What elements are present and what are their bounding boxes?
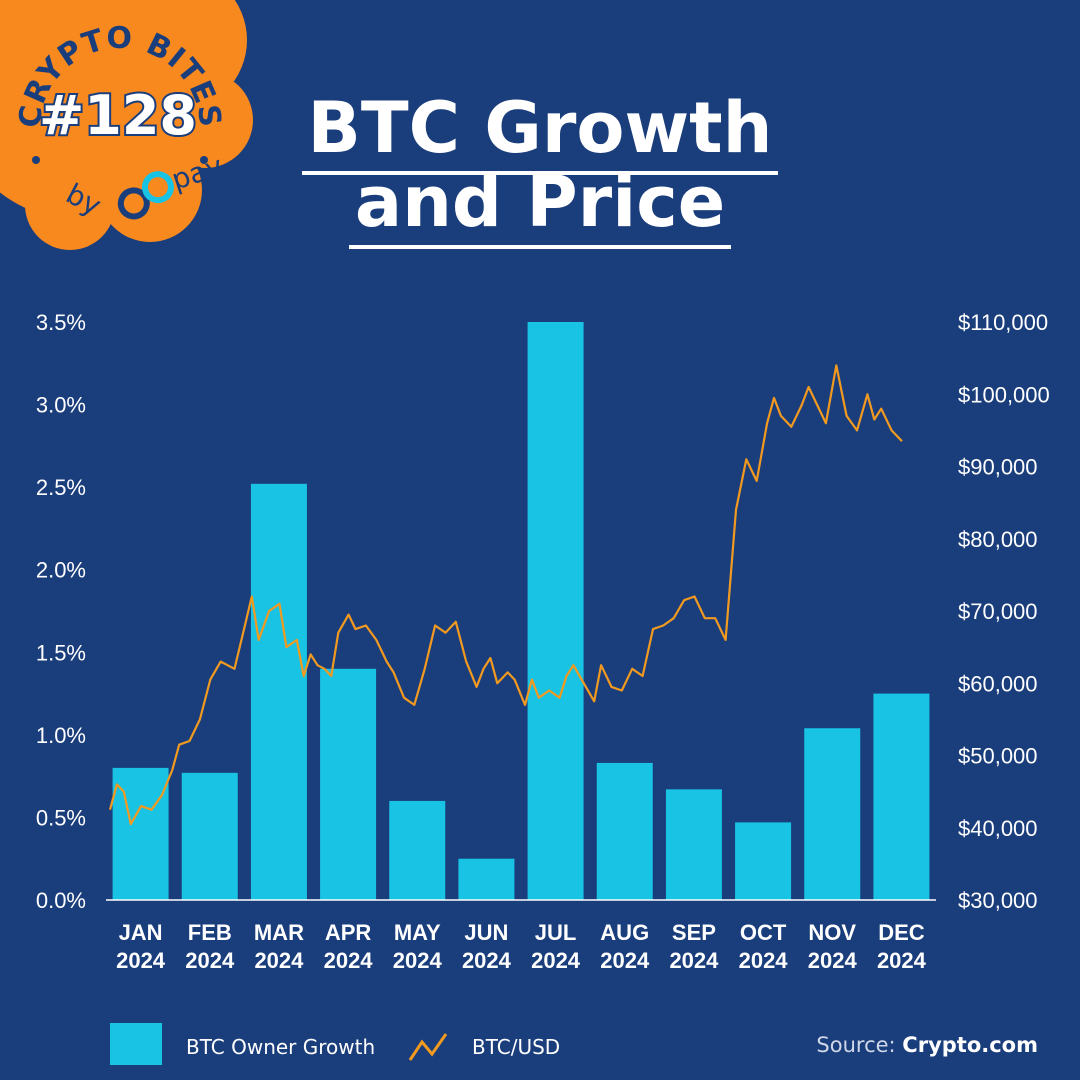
x-tick-label: OCT <box>740 920 787 945</box>
y-left-tick-label: 3.0% <box>36 393 86 418</box>
crypto-bites-badge: CRYPTO BITES #128 by pay <box>0 0 253 250</box>
x-tick-label: 2024 <box>877 948 927 973</box>
y-right-tick-label: $50,000 <box>958 744 1038 769</box>
x-tick-label: 2024 <box>669 948 719 973</box>
x-tick-label: 2024 <box>324 948 374 973</box>
legend-line-icon <box>408 1033 448 1061</box>
y-left-tick-label: 2.0% <box>36 558 86 583</box>
x-tick-label: 2024 <box>600 948 650 973</box>
bar-10 <box>804 728 861 900</box>
x-tick-label: 2024 <box>531 948 581 973</box>
bar-1 <box>181 772 238 900</box>
bar-11 <box>873 693 930 900</box>
btc-usd-line <box>108 364 903 826</box>
y-left-tick-label: 1.5% <box>36 640 86 665</box>
btc-chart: 0.0% 0.5% 1.0% 1.5% 2.0% 2.5% 3.0% 3.5% $30,000… <box>36 310 1050 973</box>
y-left-tick-label: 3.5% <box>36 310 86 335</box>
x-tick-label: 2024 <box>254 948 304 973</box>
y-left-tick-label: 2.5% <box>36 475 86 500</box>
price-line <box>108 364 903 826</box>
x-tick-label: JAN <box>119 920 163 945</box>
source-credit: Source: Crypto.com <box>816 1033 1038 1057</box>
x-tick-label: 2024 <box>462 948 512 973</box>
chart-title-line2: and Price <box>0 161 1080 249</box>
y-right-tick-label: $60,000 <box>958 671 1038 696</box>
x-tick-label: 2024 <box>739 948 789 973</box>
bar-5 <box>458 858 515 900</box>
badge-number: #128 <box>39 84 197 147</box>
y-right-tick-label: $80,000 <box>958 527 1038 552</box>
x-tick-label: FEB <box>188 920 232 945</box>
y-right-tick-label: $110,000 <box>958 310 1048 335</box>
y-axis-left: 0.0% 0.5% 1.0% 1.5% 2.0% 2.5% 3.0% 3.5% <box>36 310 86 913</box>
y-right-tick-label: $40,000 <box>958 816 1038 841</box>
x-tick-label: JUL <box>535 920 577 945</box>
bar-3 <box>320 668 377 900</box>
legend-bar-label: BTC Owner Growth <box>186 1035 376 1059</box>
x-tick-label: 2024 <box>185 948 235 973</box>
bar-2 <box>250 483 307 900</box>
x-tick-label: JUN <box>464 920 508 945</box>
x-tick-label: AUG <box>600 920 649 945</box>
x-tick-label: DEC <box>878 920 925 945</box>
y-right-tick-label: $70,000 <box>958 599 1038 624</box>
bar-7 <box>596 762 653 900</box>
chart-title-line1: BTC Growth <box>0 87 1080 175</box>
legend-line-label: BTC/USD <box>472 1035 561 1059</box>
y-axis-right: $30,000 $40,000 $50,000 $60,000 $70,000 $80,0… <box>958 310 1050 913</box>
y-right-tick-label: $100,000 <box>958 382 1050 407</box>
bar-4 <box>389 800 446 900</box>
y-right-tick-label: $30,000 <box>958 888 1038 913</box>
x-tick-label: MAY <box>394 920 441 945</box>
y-left-tick-label: 1.0% <box>36 723 86 748</box>
source-prefix: Source: <box>816 1033 896 1057</box>
x-tick-label: MAR <box>254 920 304 945</box>
growth-bars <box>106 322 936 901</box>
x-tick-label: NOV <box>808 920 856 945</box>
y-left-tick-label: 0.0% <box>36 888 86 913</box>
source-name: Crypto.com <box>902 1033 1038 1057</box>
x-tick-label: 2024 <box>393 948 443 973</box>
bar-8 <box>665 789 722 900</box>
x-tick-label: 2024 <box>808 948 858 973</box>
y-right-tick-label: $90,000 <box>958 455 1038 480</box>
bar-6 <box>527 322 584 900</box>
bar-9 <box>735 822 792 900</box>
y-left-tick-label: 0.5% <box>36 805 86 830</box>
x-tick-label: 2024 <box>116 948 166 973</box>
x-axis: JAN 2024 FEB 2024 MAR 2024 APR 2024 MAY 2024 JUN 20… <box>116 920 927 973</box>
x-tick-label: SEP <box>672 920 716 945</box>
x-tick-label: APR <box>325 920 372 945</box>
legend-bar-swatch <box>110 1023 162 1065</box>
